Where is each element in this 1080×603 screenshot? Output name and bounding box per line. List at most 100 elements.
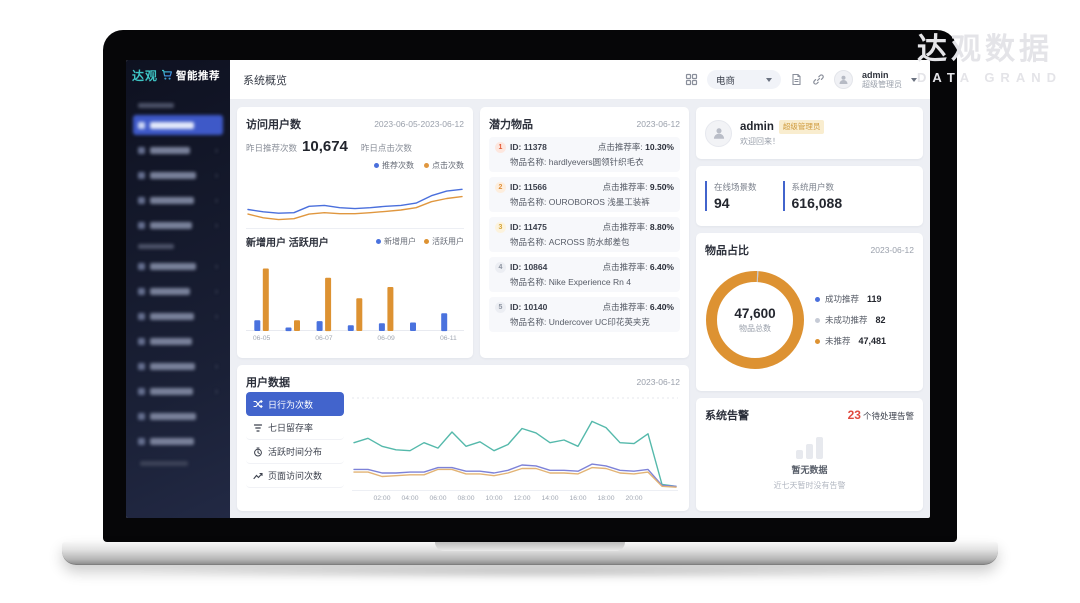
user-menu-chevron-icon[interactable]: [911, 77, 917, 82]
scene-select[interactable]: 电商: [707, 70, 781, 89]
sidebar-item[interactable]: ›: [133, 140, 223, 160]
item-name: hardlyevers圆领针织毛衣: [548, 157, 644, 167]
empty-title: 暂无数据: [791, 464, 828, 475]
legend-value: 119: [867, 294, 882, 304]
legend-dot: [374, 163, 379, 168]
potential-item-row[interactable]: 3 ID: 11475 点击推荐率: 8.80% 物品名称: ACROSS 防水…: [489, 217, 680, 252]
total-items-value: 47,600: [734, 306, 776, 321]
svg-text:16:00: 16:00: [569, 495, 586, 502]
legend-label: 未推荐: [825, 336, 851, 346]
potential-item-row[interactable]: 1 ID: 11378 点击推荐率: 10.30% 物品名称: hardlyev…: [489, 137, 680, 172]
tab-page-visits[interactable]: 页面访问次数: [246, 464, 344, 488]
system-users-stat: 系统用户数 616,088: [782, 181, 842, 211]
item-name: ACROSS 防水邮差包: [548, 237, 630, 247]
tab-retention[interactable]: 七日留存率: [246, 416, 344, 440]
topbar-controls: 电商 admi: [685, 70, 917, 90]
svg-text:06-05: 06-05: [253, 335, 271, 342]
menu-item-icon: [138, 262, 145, 270]
chevron-right-icon: ›: [215, 144, 218, 155]
users-bar-chart: 06-05 06-07 06-09 06-11: [246, 268, 464, 342]
svg-text:04:00: 04:00: [401, 495, 418, 502]
tab-label: 活跃时间分布: [268, 447, 323, 457]
menu-item-icon: [138, 171, 145, 179]
legend-label: 推荐次数: [382, 161, 414, 170]
item-name: Nike Experience Rn 4: [548, 277, 631, 287]
sidebar-item[interactable]: ›: [133, 215, 223, 235]
empty-chart-icon: [796, 435, 823, 459]
sidebar-item[interactable]: ›: [133, 165, 223, 185]
chevron-right-icon: ›: [215, 285, 218, 296]
card-title: 系统告警: [705, 410, 749, 422]
visit-users-card: 访问用户数 2023-06-05-2023-06-12 昨日推荐次数 10,67…: [237, 107, 473, 358]
admin-name: admin: [740, 120, 774, 133]
item-id: 11566: [523, 182, 547, 192]
card-date: 2023-06-12: [870, 245, 914, 255]
app-logo[interactable]: 达观 智能推荐: [126, 60, 230, 90]
topbar: 系统概览 电商: [230, 60, 930, 100]
sub-chart-title: 新增用户 活跃用户: [246, 238, 329, 249]
page-title: 系统概览: [243, 74, 287, 87]
menu-item-icon: [138, 387, 145, 395]
chevron-right-icon: ›: [215, 310, 218, 321]
sidebar-item[interactable]: ›: [133, 190, 223, 210]
card-title: 访问用户数: [246, 119, 301, 131]
tab-daily-behavior[interactable]: 日行为次数: [246, 392, 344, 416]
sidebar-item[interactable]: [133, 431, 223, 451]
laptop-screen: 达观 智能推荐 › ›: [103, 30, 957, 542]
stat-label: 昨日点击次数: [360, 143, 412, 153]
menu-item-icon: [138, 337, 145, 345]
item-rate: 8.80%: [649, 222, 674, 232]
menu-item-icon: [138, 146, 145, 154]
user-meta[interactable]: admin 超级管理员: [862, 70, 902, 90]
user-avatar[interactable]: [834, 70, 853, 89]
svg-text:10:00: 10:00: [485, 495, 502, 502]
potential-item-row[interactable]: 5 ID: 10140 点击推荐率: 6.40% 物品名称: Undercove…: [489, 297, 680, 332]
potential-item-row[interactable]: 4 ID: 10864 点击推荐率: 6.40% 物品名称: Nike Expe…: [489, 257, 680, 292]
stat-label: 在线场景数: [714, 182, 757, 192]
tab-active-time[interactable]: 活跃时间分布: [246, 440, 344, 464]
sidebar-item-active[interactable]: [133, 115, 223, 135]
tab-label: 日行为次数: [268, 399, 314, 410]
legend-label: 成功推荐: [825, 294, 860, 304]
sidebar-item[interactable]: ›: [133, 381, 223, 401]
menu-item-icon: [138, 437, 145, 445]
legend-dot: [424, 239, 429, 244]
tab-label: 七日留存率: [268, 423, 314, 433]
item-rate: 9.50%: [649, 182, 674, 192]
sidebar-item[interactable]: ›: [133, 306, 223, 326]
legend-dot: [815, 296, 820, 302]
main-area: 系统概览 电商: [230, 60, 930, 518]
chevron-down-icon: [766, 77, 772, 82]
chevron-right-icon: ›: [215, 260, 218, 271]
stat-label: 昨日推荐次数: [246, 143, 298, 153]
sidebar-item[interactable]: ›: [133, 281, 223, 301]
stat-label: 系统用户数: [791, 182, 835, 192]
sidebar-item[interactable]: [133, 406, 223, 426]
donut-chart: 47,600 物品总数: [705, 270, 805, 370]
sidebar-item[interactable]: ›: [133, 256, 223, 276]
sidebar: 达观 智能推荐 › ›: [126, 60, 230, 518]
sidebar-footer-bar: [140, 461, 188, 466]
legend-label: 未成功推荐: [825, 315, 868, 325]
online-scenes-stat: 在线场景数 94: [705, 181, 757, 211]
watermark-en: DATA GRAND: [917, 70, 1062, 85]
grid-icon[interactable]: [685, 73, 698, 86]
sidebar-item[interactable]: ›: [133, 356, 223, 376]
item-rate: 6.40%: [649, 302, 674, 312]
sidebar-item[interactable]: [133, 331, 223, 351]
user-data-tabs: 日行为次数 七日留存率: [246, 392, 344, 502]
link-icon[interactable]: [812, 73, 825, 86]
document-icon[interactable]: [790, 73, 803, 86]
cart-icon: [162, 69, 173, 80]
svg-text:18:00: 18:00: [597, 495, 614, 502]
svg-text:14:00: 14:00: [541, 495, 558, 502]
stopwatch-icon: [254, 447, 262, 456]
svg-text:20:00: 20:00: [625, 495, 642, 502]
legend-label: 新增用户: [384, 237, 416, 246]
svg-text:06-07: 06-07: [315, 335, 333, 342]
user-data-card: 用户数据 2023-06-12 日行为次数: [237, 365, 689, 511]
tab-label: 页面访问次数: [268, 471, 323, 481]
potential-item-row[interactable]: 2 ID: 11566 点击推荐率: 9.50% 物品名称: OUROBOROS…: [489, 177, 680, 212]
person-icon: [839, 75, 848, 84]
pending-alerts[interactable]: 23 个待处理告警: [847, 408, 914, 422]
